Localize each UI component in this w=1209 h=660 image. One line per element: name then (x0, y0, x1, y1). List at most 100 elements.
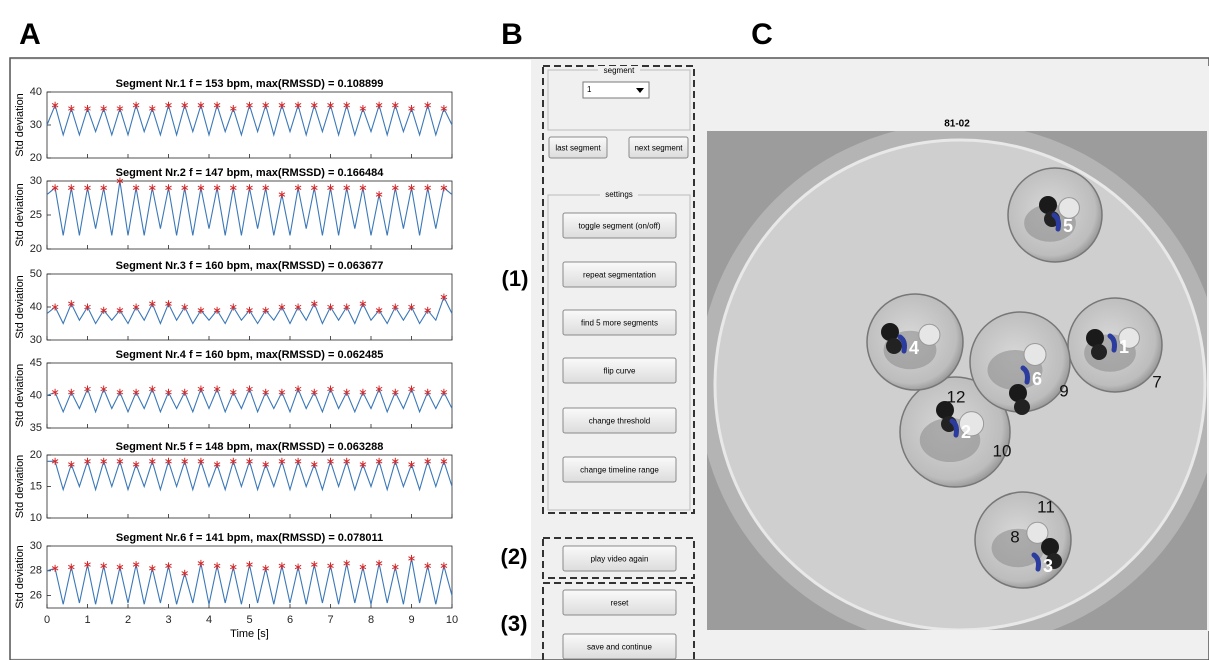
button[interactable] (562, 357, 677, 384)
peak-stroke (100, 459, 107, 464)
button[interactable] (562, 545, 677, 572)
dropdown-arrow[interactable] (636, 88, 644, 93)
peak-marker (375, 559, 383, 567)
peak-stroke (392, 185, 399, 190)
plot-title: Segment Nr.4 f = 160 bpm, max(RMSSD) = 0… (116, 349, 384, 361)
button-label[interactable]: last segment (555, 144, 601, 153)
peak-marker (68, 563, 75, 571)
peak-stroke (68, 564, 75, 570)
peak-stroke (375, 192, 383, 197)
peak-stroke (375, 103, 383, 108)
dropdown-value[interactable]: 1 (587, 85, 592, 94)
peak-stroke (311, 390, 318, 395)
peak-marker (213, 562, 221, 570)
peak-marker (343, 388, 350, 396)
button-label[interactable]: play video again (591, 555, 649, 564)
peak-stroke (149, 185, 156, 190)
button-label[interactable]: change timeline range (580, 466, 659, 475)
fish-label: 2 (961, 422, 971, 442)
button[interactable] (548, 136, 608, 159)
peak-stroke (197, 561, 205, 566)
button[interactable] (628, 136, 689, 159)
group-box-2 (542, 537, 695, 579)
peak-marker (149, 564, 156, 572)
button-label[interactable]: find 5 more segments (581, 319, 658, 328)
peak-stroke (392, 304, 399, 310)
peak-stroke (165, 301, 172, 306)
button-label[interactable]: save and continue (587, 643, 652, 652)
peak-marker (294, 457, 302, 465)
peak-marker (343, 184, 350, 192)
y-tick-label: 30 (30, 119, 42, 131)
peak-marker (149, 457, 156, 465)
dropdown[interactable] (582, 81, 650, 99)
peak-stroke (311, 562, 318, 567)
peak-marker (100, 306, 107, 314)
peak-stroke (68, 390, 75, 395)
peak-marker (149, 385, 156, 393)
button[interactable] (562, 407, 677, 434)
peak-marker (440, 562, 448, 570)
button[interactable] (562, 261, 677, 288)
peak-marker (408, 105, 415, 112)
peak-stroke (68, 106, 75, 111)
well-label: 9 (1059, 381, 1068, 400)
peak-stroke (343, 185, 350, 190)
fish-label: 5 (1063, 216, 1073, 236)
button[interactable] (562, 633, 677, 660)
y-tick-label: 10 (30, 512, 42, 524)
button-label[interactable]: next segment (634, 144, 683, 153)
y-tick-label: 30 (30, 175, 42, 187)
peak-stroke (230, 459, 237, 464)
eye (1039, 196, 1057, 214)
peak-marker (51, 101, 59, 109)
peak-marker (116, 388, 124, 396)
peak-marker (294, 184, 302, 192)
peak-stroke (149, 459, 156, 464)
peak-marker (100, 457, 107, 465)
peak-stroke (408, 185, 415, 190)
peak-stroke (392, 459, 399, 464)
peak-stroke (116, 459, 124, 464)
peak-stroke (68, 462, 75, 467)
peak-stroke (181, 185, 188, 190)
peak-marker (68, 388, 75, 396)
button-label[interactable]: repeat segmentation (583, 271, 656, 280)
button[interactable] (562, 456, 677, 483)
peak-marker (51, 564, 59, 572)
peak-stroke (359, 301, 367, 306)
peak-stroke (213, 386, 221, 392)
button-label[interactable]: change threshold (589, 417, 650, 426)
y-axis-label: Std deviation (14, 455, 26, 519)
peak-marker (392, 184, 399, 192)
peak-marker (424, 184, 431, 192)
peak-marker (359, 388, 367, 396)
peak-stroke (181, 304, 188, 310)
peak-marker (375, 191, 383, 199)
peak-stroke (311, 103, 318, 108)
peak-stroke (278, 192, 286, 197)
button-label[interactable]: toggle segment (on/off) (578, 222, 660, 231)
plot-area (46, 454, 453, 519)
peak-marker (132, 388, 140, 396)
button-label[interactable]: flip curve (603, 367, 636, 376)
button-label[interactable]: reset (611, 599, 630, 608)
peak-marker (327, 184, 334, 192)
button[interactable] (562, 589, 677, 616)
peak-stroke (132, 304, 140, 310)
x-tick-label: 8 (368, 614, 374, 626)
peak-marker (197, 385, 205, 393)
peak-marker (440, 184, 448, 192)
peak-stroke (230, 390, 237, 395)
fish-label: 3 (1043, 556, 1053, 576)
peak-marker (197, 306, 205, 314)
peak-stroke (408, 106, 415, 111)
button[interactable] (562, 309, 677, 336)
peak-stroke (132, 462, 140, 467)
peak-marker (440, 293, 448, 301)
button[interactable] (562, 212, 677, 239)
peak-stroke (84, 304, 91, 310)
peak-stroke (278, 103, 286, 108)
peak-stroke (84, 106, 91, 111)
peak-marker (392, 563, 399, 571)
